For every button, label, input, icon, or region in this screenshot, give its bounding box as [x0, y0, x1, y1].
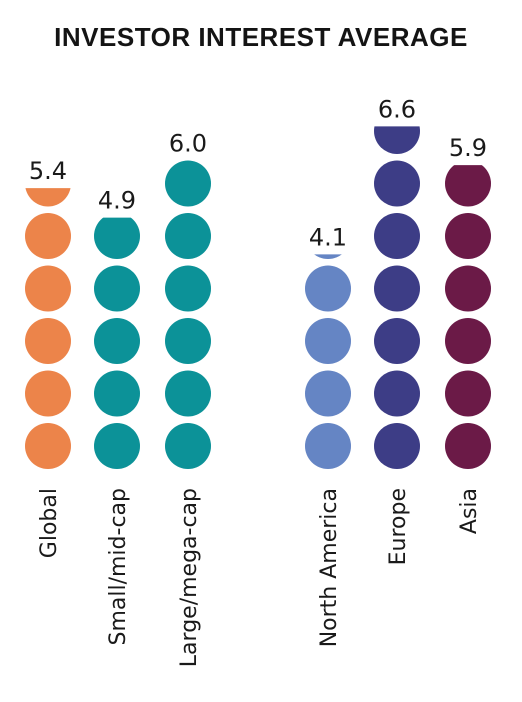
category-label: Small/mid-cap: [106, 488, 131, 646]
value-label: 5.4: [29, 157, 67, 185]
unit-circle: [165, 370, 211, 417]
unit-circle: [374, 265, 420, 312]
unit-circle: [374, 370, 420, 417]
unit-circle: [165, 213, 211, 259]
unit-circle: [445, 265, 491, 312]
category-label: Europe: [386, 488, 411, 565]
unit-circle: [445, 213, 491, 259]
value-label: 4.9: [98, 187, 136, 215]
category-label: Global: [37, 488, 62, 558]
unit-circle: [94, 265, 140, 312]
unit-circle: [25, 213, 71, 259]
chart-marks: 5.4 Global 4.9 Small/mid-cap 6.0 Large/mega-c…: [25, 95, 491, 667]
unit-circle: [165, 265, 211, 312]
value-label: 6.6: [378, 95, 416, 123]
unit-circle: [25, 370, 71, 417]
category-label: Asia: [457, 488, 482, 534]
category-label: North America: [317, 488, 342, 647]
unit-circle: [305, 423, 351, 469]
unit-circle: [445, 370, 491, 417]
unit-circle: [25, 423, 71, 469]
partial-circle: [25, 188, 71, 207]
unit-circle: [25, 318, 71, 364]
unit-circle: [165, 160, 211, 207]
unit-circle: [165, 423, 211, 469]
unit-circle: [374, 423, 420, 469]
unit-circle: [305, 265, 351, 312]
chart-title: INVESTOR INTEREST AVERAGE: [54, 22, 468, 52]
unit-circle: [305, 318, 351, 364]
unit-circle: [94, 318, 140, 364]
unit-circle: [445, 423, 491, 469]
unit-circle: [374, 160, 420, 207]
unit-circle: [94, 370, 140, 417]
value-label: 4.1: [309, 223, 347, 251]
unit-circle: [374, 213, 420, 259]
bar-europe: 6.6 Europe: [374, 95, 420, 565]
partial-circle: [374, 126, 420, 154]
unit-circle: [305, 370, 351, 417]
unit-circle: [445, 318, 491, 364]
bar-large-mega-cap: 6.0 Large/mega-cap: [165, 130, 211, 667]
bar-asia: 5.9 Asia: [445, 134, 491, 534]
unit-circle: [94, 423, 140, 469]
unit-circle: [165, 318, 211, 364]
value-label: 5.9: [449, 134, 487, 162]
bar-global: 5.4 Global: [25, 157, 71, 558]
partial-circle: [445, 165, 491, 207]
bar-small-mid-cap: 4.9 Small/mid-cap: [94, 187, 140, 646]
value-label: 6.0: [169, 130, 207, 158]
category-label: Large/mega-cap: [177, 488, 202, 667]
bar-north-america: 4.1 North America: [305, 223, 351, 647]
partial-circle: [94, 217, 140, 259]
unit-circle: [374, 318, 420, 364]
unit-circle: [25, 265, 71, 312]
partial-circle: [314, 254, 342, 259]
